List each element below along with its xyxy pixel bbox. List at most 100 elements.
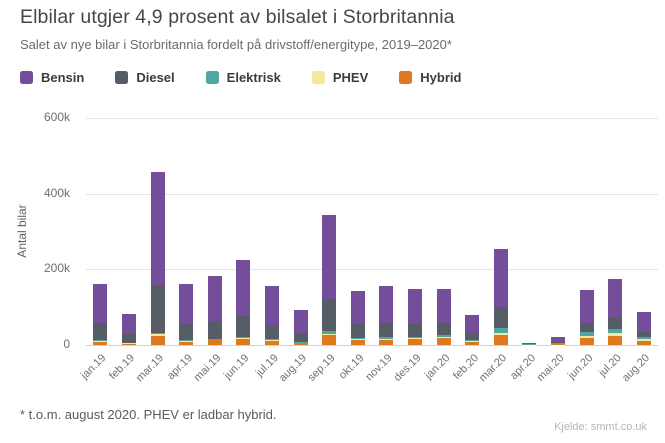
bar-column[interactable] bbox=[150, 171, 165, 345]
bar-column[interactable] bbox=[579, 290, 594, 345]
bar-segment-hybrid[interactable] bbox=[579, 337, 594, 345]
bar-segment-phev[interactable] bbox=[150, 334, 165, 337]
bar-segment-diesel[interactable] bbox=[493, 306, 508, 329]
bar-segment-hybrid[interactable] bbox=[379, 339, 394, 345]
bar-segment-elektrisk[interactable] bbox=[522, 344, 537, 345]
bar-segment-hybrid[interactable] bbox=[179, 341, 194, 345]
bar-segment-elektrisk[interactable] bbox=[322, 331, 337, 335]
bar-segment-diesel[interactable] bbox=[379, 323, 394, 338]
bar-segment-phev[interactable] bbox=[407, 338, 422, 340]
bar-segment-diesel[interactable] bbox=[121, 334, 136, 343]
bar-column[interactable] bbox=[322, 215, 337, 345]
bar-segment-elektrisk[interactable] bbox=[550, 343, 565, 344]
bar-segment-phev[interactable] bbox=[379, 339, 394, 340]
bar-segment-elektrisk[interactable] bbox=[236, 336, 251, 338]
bar-segment-hybrid[interactable] bbox=[436, 338, 451, 345]
bar-column[interactable] bbox=[636, 312, 651, 345]
bar-segment-elektrisk[interactable] bbox=[465, 340, 480, 342]
bar-segment-elektrisk[interactable] bbox=[121, 342, 136, 344]
bar-segment-diesel[interactable] bbox=[264, 324, 279, 340]
bar-segment-bensin[interactable] bbox=[264, 285, 279, 325]
bar-segment-diesel[interactable] bbox=[93, 322, 108, 341]
bar-column[interactable] bbox=[93, 284, 108, 345]
bar-column[interactable] bbox=[436, 288, 451, 345]
bar-segment-diesel[interactable] bbox=[465, 333, 480, 341]
bar-segment-bensin[interactable] bbox=[150, 171, 165, 286]
bar-segment-elektrisk[interactable] bbox=[207, 338, 222, 340]
bar-column[interactable] bbox=[236, 260, 251, 345]
bar-segment-bensin[interactable] bbox=[550, 337, 565, 342]
bar-segment-diesel[interactable] bbox=[179, 324, 194, 341]
bar-segment-hybrid[interactable] bbox=[636, 340, 651, 345]
bar-segment-phev[interactable] bbox=[579, 335, 594, 338]
bar-segment-elektrisk[interactable] bbox=[407, 337, 422, 339]
bar-segment-diesel[interactable] bbox=[550, 341, 565, 344]
bar-segment-phev[interactable] bbox=[322, 334, 337, 336]
bar-segment-elektrisk[interactable] bbox=[636, 337, 651, 340]
bar-segment-elektrisk[interactable] bbox=[264, 339, 279, 341]
bar-segment-elektrisk[interactable] bbox=[93, 340, 108, 342]
bar-column[interactable] bbox=[121, 314, 136, 345]
bar-segment-hybrid[interactable] bbox=[493, 335, 508, 345]
bar-segment-bensin[interactable] bbox=[465, 314, 480, 334]
bar-segment-bensin[interactable] bbox=[236, 260, 251, 317]
bar-segment-hybrid[interactable] bbox=[93, 341, 108, 345]
bar-segment-elektrisk[interactable] bbox=[379, 337, 394, 340]
bar-segment-bensin[interactable] bbox=[608, 278, 623, 317]
bar-segment-bensin[interactable] bbox=[207, 275, 222, 321]
bar-segment-hybrid[interactable] bbox=[150, 336, 165, 345]
bar-segment-bensin[interactable] bbox=[121, 314, 136, 335]
bar-segment-bensin[interactable] bbox=[522, 343, 537, 344]
bar-column[interactable] bbox=[350, 290, 365, 345]
bar-segment-diesel[interactable] bbox=[407, 323, 422, 338]
bar-segment-phev[interactable] bbox=[608, 333, 623, 337]
bar-segment-bensin[interactable] bbox=[293, 309, 308, 334]
bar-segment-elektrisk[interactable] bbox=[579, 332, 594, 336]
bar-column[interactable] bbox=[608, 278, 623, 345]
bar-segment-diesel[interactable] bbox=[636, 331, 651, 337]
bar-segment-elektrisk[interactable] bbox=[608, 328, 623, 334]
bar-segment-diesel[interactable] bbox=[293, 333, 308, 342]
bar-segment-diesel[interactable] bbox=[350, 324, 365, 338]
bar-column[interactable] bbox=[207, 275, 222, 345]
bar-column[interactable] bbox=[550, 337, 565, 345]
bar-segment-hybrid[interactable] bbox=[236, 338, 251, 345]
bar-segment-bensin[interactable] bbox=[636, 312, 651, 332]
bar-segment-bensin[interactable] bbox=[436, 288, 451, 323]
bar-segment-phev[interactable] bbox=[465, 341, 480, 342]
bar-column[interactable] bbox=[522, 343, 537, 345]
bar-segment-diesel[interactable] bbox=[322, 298, 337, 332]
bar-segment-hybrid[interactable] bbox=[465, 341, 480, 345]
bar-segment-diesel[interactable] bbox=[236, 316, 251, 337]
bar-segment-bensin[interactable] bbox=[493, 248, 508, 307]
bar-segment-diesel[interactable] bbox=[150, 285, 165, 333]
bar-segment-bensin[interactable] bbox=[379, 285, 394, 324]
bar-segment-diesel[interactable] bbox=[608, 316, 623, 329]
bar-segment-diesel[interactable] bbox=[436, 322, 451, 336]
bar-column[interactable] bbox=[493, 248, 508, 345]
bar-segment-hybrid[interactable] bbox=[608, 336, 623, 345]
bar-segment-phev[interactable] bbox=[207, 339, 222, 341]
bar-segment-bensin[interactable] bbox=[579, 290, 594, 324]
bar-segment-hybrid[interactable] bbox=[264, 341, 279, 345]
bar-segment-bensin[interactable] bbox=[93, 284, 108, 323]
bar-segment-phev[interactable] bbox=[493, 332, 508, 336]
bar-segment-elektrisk[interactable] bbox=[493, 328, 508, 333]
bar-segment-bensin[interactable] bbox=[179, 284, 194, 325]
bar-segment-elektrisk[interactable] bbox=[436, 335, 451, 337]
bar-segment-phev[interactable] bbox=[236, 337, 251, 339]
bar-column[interactable] bbox=[264, 285, 279, 345]
bar-segment-hybrid[interactable] bbox=[207, 340, 222, 345]
bar-segment-phev[interactable] bbox=[350, 338, 365, 340]
bar-segment-phev[interactable] bbox=[436, 336, 451, 339]
bar-segment-elektrisk[interactable] bbox=[179, 340, 194, 341]
bar-segment-hybrid[interactable] bbox=[293, 343, 308, 345]
bar-column[interactable] bbox=[407, 288, 422, 345]
bar-segment-elektrisk[interactable] bbox=[293, 341, 308, 343]
bar-segment-diesel[interactable] bbox=[207, 320, 222, 339]
bar-segment-phev[interactable] bbox=[636, 339, 651, 341]
bar-segment-bensin[interactable] bbox=[350, 290, 365, 325]
bar-segment-phev[interactable] bbox=[93, 341, 108, 342]
bar-segment-hybrid[interactable] bbox=[121, 343, 136, 345]
bar-segment-elektrisk[interactable] bbox=[350, 337, 365, 339]
